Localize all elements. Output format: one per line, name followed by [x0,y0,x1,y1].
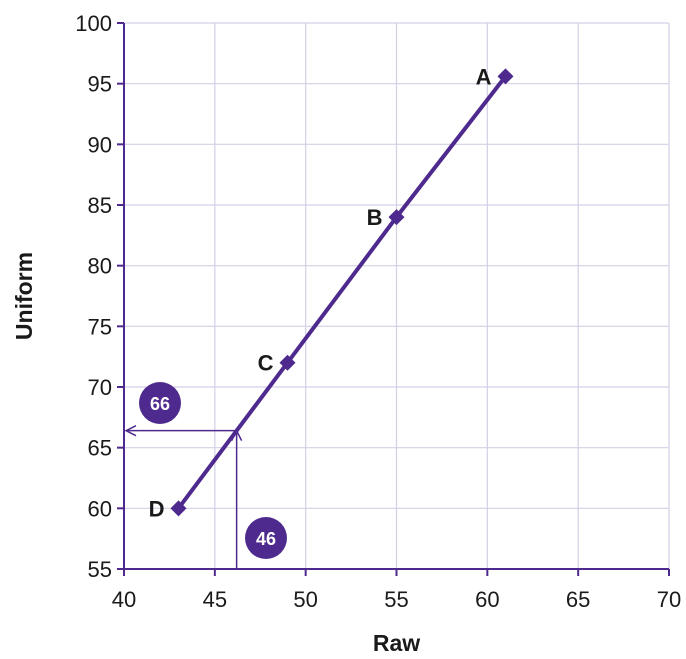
x-tick-label: 40 [112,587,136,612]
point-label-A: A [476,64,492,89]
point-label-B: B [367,205,383,230]
y-tick-label: 65 [88,436,112,461]
x-tick-label: 70 [657,587,681,612]
raw-value-badge [245,517,287,559]
x-tick-label: 55 [384,587,408,612]
point-label-D: D [149,496,165,521]
y-axis-title: Uniform [11,252,37,340]
x-axis-title: Raw [373,630,420,656]
x-tick-label: 50 [293,587,317,612]
x-tick-label: 60 [475,587,499,612]
data-point-B[interactable] [388,209,405,226]
y-tick-label: 70 [88,375,112,400]
y-tick-label: 80 [88,254,112,279]
data-point-C[interactable] [279,354,296,371]
y-tick-label: 60 [88,496,112,521]
y-tick-label: 100 [75,11,112,36]
y-tick-label: 90 [88,132,112,157]
data-point-A[interactable] [497,68,514,85]
y-tick-label: 95 [88,72,112,97]
data-point-D[interactable] [170,500,187,517]
raw-value-badge-text: 46 [256,529,276,549]
x-tick-label: 45 [203,587,227,612]
y-tick-label: 55 [88,557,112,582]
series-line [176,74,508,511]
uniform-value-badge-text: 66 [150,394,170,414]
uniform-value-badge [139,382,181,424]
point-label-C: C [258,351,274,376]
y-tick-label: 85 [88,193,112,218]
y-tick-label: 75 [88,314,112,339]
x-tick-label: 65 [566,587,590,612]
